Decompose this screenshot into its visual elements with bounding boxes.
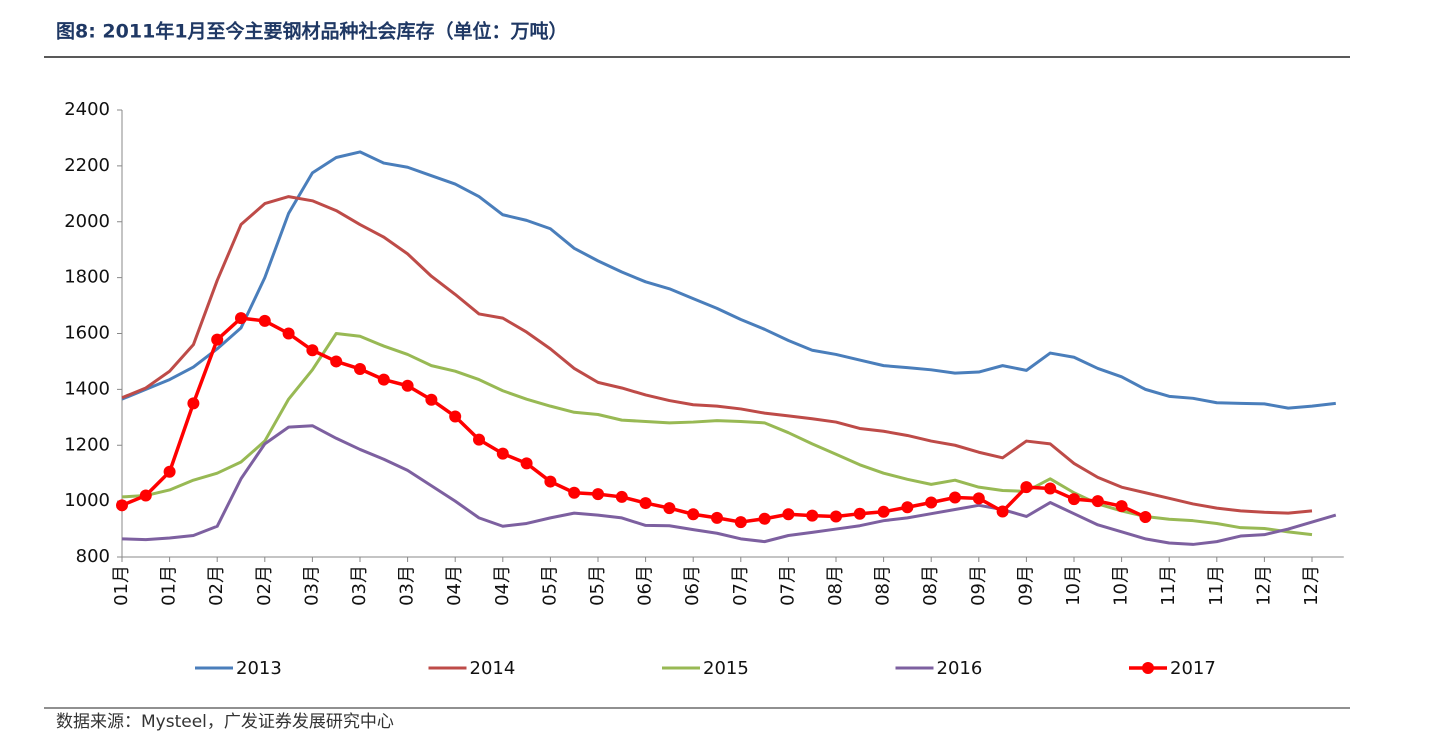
x-tick-label: 05月: [587, 565, 608, 606]
point: [615, 490, 628, 503]
point: [139, 489, 152, 502]
legend-label: 2013: [236, 658, 282, 679]
point: [711, 511, 723, 524]
point: [330, 355, 343, 368]
point: [1068, 493, 1080, 506]
y-tick-label: 1200: [64, 434, 110, 455]
point: [187, 397, 200, 410]
legend-label: 2014: [470, 658, 516, 679]
series-line: [121, 332, 1313, 537]
legend-label: 2016: [937, 658, 983, 679]
y-tick-label: 800: [76, 546, 110, 567]
series-line: [121, 424, 1337, 546]
x-tick-label: 02月: [254, 565, 275, 606]
x-tick-label: 04月: [492, 565, 513, 606]
x-tick-label: 04月: [444, 565, 465, 606]
point: [1091, 495, 1104, 508]
x-tick-label: 03月: [301, 565, 322, 606]
point: [925, 496, 938, 509]
point: [830, 510, 842, 523]
x-tick-label: 11月: [1206, 565, 1227, 606]
x-tick-label: 06月: [682, 565, 703, 606]
x-tick-label: 03月: [349, 565, 370, 606]
point: [354, 362, 366, 375]
x-tick-label: 07月: [730, 565, 751, 606]
legend-label: 2017: [1170, 658, 1216, 679]
point: [758, 512, 771, 525]
point: [568, 486, 581, 499]
x-tick-label: 02月: [206, 565, 227, 606]
point: [663, 502, 676, 515]
point: [1115, 500, 1128, 513]
point: [734, 516, 747, 529]
point: [282, 327, 295, 340]
point: [806, 509, 819, 522]
point: [377, 373, 390, 386]
x-tick-label: 09月: [1015, 565, 1036, 606]
y-tick-label: 1600: [64, 323, 110, 344]
y-tick-label: 2200: [64, 155, 110, 176]
x-tick-label: 09月: [968, 565, 989, 606]
series-line: [121, 195, 1313, 515]
point: [687, 508, 700, 521]
chart-title: 图8: 2011年1月至今主要钢材品种社会库存（单位：万吨）: [56, 20, 568, 43]
point: [1044, 482, 1057, 495]
point: [449, 410, 462, 423]
x-tick-label: 05月: [539, 565, 560, 606]
x-tick-label: 08月: [873, 565, 894, 606]
legend-label: 2015: [703, 658, 749, 679]
y-tick-label: 2400: [64, 99, 110, 120]
legend-marker: [1142, 662, 1154, 674]
point: [163, 465, 176, 478]
x-tick-label: 12月: [1301, 565, 1322, 606]
point: [258, 314, 271, 327]
point: [853, 507, 866, 520]
point: [544, 475, 557, 488]
point: [211, 333, 224, 346]
point: [401, 379, 414, 392]
point: [949, 491, 961, 504]
y-tick-label: 1800: [64, 267, 110, 288]
y-tick-label: 2000: [64, 211, 110, 232]
point: [235, 312, 247, 325]
point: [425, 393, 438, 406]
y-tick-label: 1000: [64, 490, 110, 511]
point: [972, 492, 985, 505]
point: [306, 344, 319, 357]
x-tick-label: 01月: [159, 565, 180, 606]
x-tick-label: 07月: [777, 565, 798, 606]
point: [496, 447, 509, 460]
x-tick-label: 06月: [635, 565, 656, 606]
x-tick-label: 10月: [1063, 565, 1084, 606]
y-tick-label: 1400: [64, 378, 110, 399]
x-tick-label: 12月: [1253, 565, 1274, 606]
point: [592, 488, 604, 501]
point: [520, 457, 533, 470]
x-tick-label: 03月: [397, 565, 418, 606]
point: [1020, 481, 1033, 494]
point: [1139, 511, 1152, 524]
point: [639, 497, 652, 510]
point: [116, 499, 128, 512]
point: [782, 508, 795, 521]
x-tick-label: 01月: [111, 565, 132, 606]
series-line: [121, 150, 1336, 410]
point: [901, 501, 914, 514]
source: 数据来源：Mysteel，广发证券发展研究中心: [56, 712, 394, 732]
x-tick-label: 08月: [920, 565, 941, 606]
point: [877, 505, 890, 518]
point: [473, 433, 485, 446]
x-tick-label: 10月: [1111, 565, 1132, 606]
point: [996, 505, 1009, 518]
x-tick-label: 11月: [1158, 565, 1179, 606]
x-tick-label: 08月: [825, 565, 846, 606]
